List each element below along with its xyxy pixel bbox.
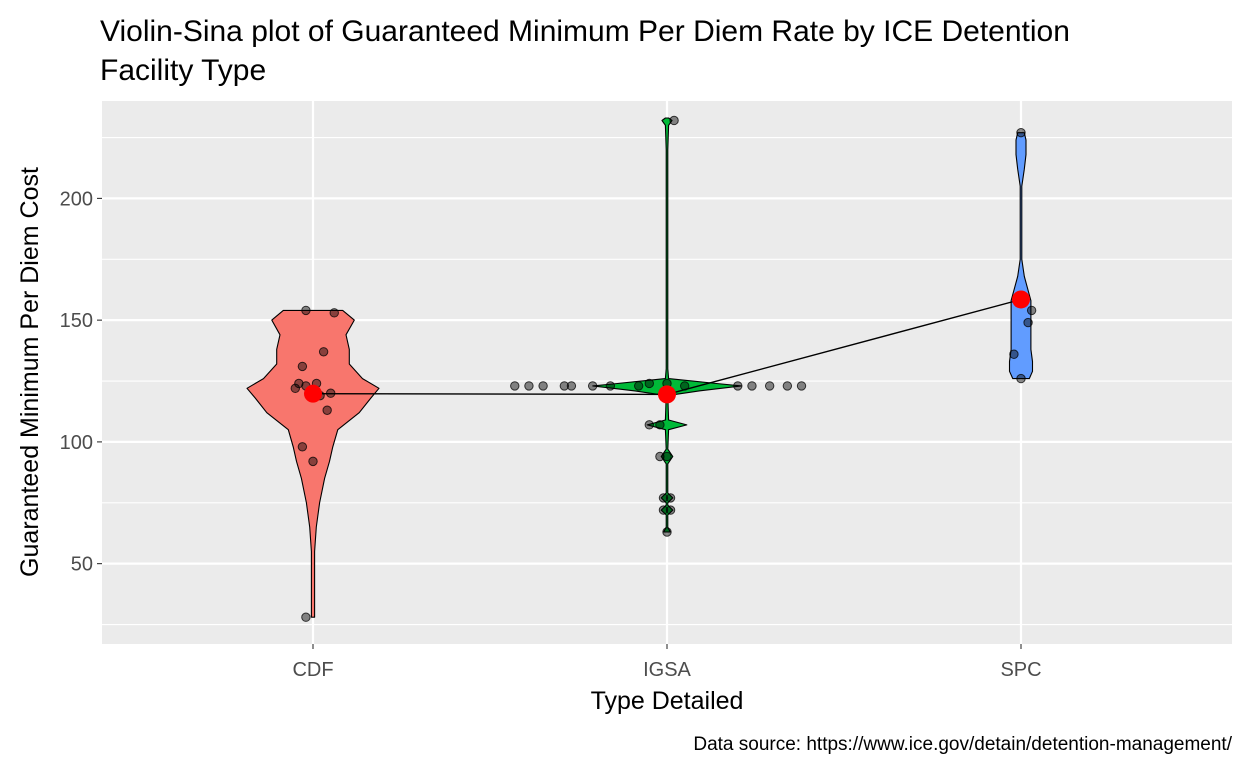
sina-point — [538, 381, 548, 391]
sina-point — [733, 381, 743, 391]
violin-spc — [1008, 132, 1034, 380]
y-axis-title: Guaranteed Minimum Per Diem Cost — [16, 167, 44, 577]
sina-point — [655, 420, 665, 430]
y-tick-label: 150 — [60, 310, 93, 332]
x-tick-label: IGSA — [643, 659, 691, 681]
violins — [246, 117, 1034, 618]
sina-point — [301, 612, 311, 622]
sina-point — [662, 451, 672, 462]
x-tick-label: SPC — [1000, 659, 1041, 681]
data-source-caption: Data source: https://www.ice.gov/detain/… — [693, 734, 1232, 755]
sina-point — [559, 381, 570, 391]
sina-point — [644, 420, 654, 430]
y-tick-label: 200 — [60, 188, 93, 210]
sina-point — [1026, 305, 1037, 316]
sina-point — [510, 381, 520, 391]
sina-point — [294, 378, 304, 389]
sina-point — [747, 381, 757, 391]
y-tick-label: 100 — [60, 432, 93, 454]
sina-point — [308, 456, 318, 467]
sina-point — [566, 381, 577, 391]
sina-point — [665, 493, 676, 503]
y-tick-label: 50 — [71, 554, 93, 576]
sina-point — [587, 381, 598, 391]
x-axis-title: Type Detailed — [591, 687, 744, 715]
sina-point — [322, 405, 332, 415]
sina-point — [329, 308, 339, 318]
sina-point — [669, 115, 679, 126]
violin-cdf — [246, 309, 380, 618]
x-tick-label: CDF — [292, 659, 333, 681]
chart-title-line2: Facility Type — [100, 54, 266, 87]
sina-point — [796, 381, 807, 391]
sina-point — [662, 527, 672, 537]
sina-point — [658, 505, 669, 515]
sina-point — [633, 381, 644, 391]
sina-point — [290, 383, 300, 394]
sina-point — [658, 493, 669, 503]
mean-overlay — [304, 290, 1030, 404]
sina-point — [297, 361, 308, 372]
sina-point — [665, 505, 676, 515]
sina-point — [318, 347, 329, 357]
sina-point — [764, 381, 775, 391]
sina-point — [782, 381, 793, 391]
sina-point — [1016, 373, 1026, 384]
sina-point — [655, 451, 665, 462]
sina-point — [1016, 127, 1026, 138]
sina-points — [290, 115, 1037, 622]
sina-point — [524, 381, 534, 391]
sina-point — [644, 378, 654, 389]
mean-point-spc — [1012, 290, 1030, 309]
axis-ticks: 50 100 150 200 CDF IGSA SPC — [60, 188, 1042, 681]
sina-point — [297, 442, 308, 452]
mean-point-igsa — [658, 385, 676, 404]
sina-point — [605, 381, 616, 391]
sina-point — [301, 305, 311, 316]
sina-point — [1009, 349, 1019, 359]
chart-title-line1: Violin-Sina plot of Guaranteed Minimum P… — [100, 15, 1070, 48]
mean-point-cdf — [304, 384, 322, 403]
sina-point — [1023, 317, 1033, 328]
violin-igsa — [592, 117, 742, 533]
